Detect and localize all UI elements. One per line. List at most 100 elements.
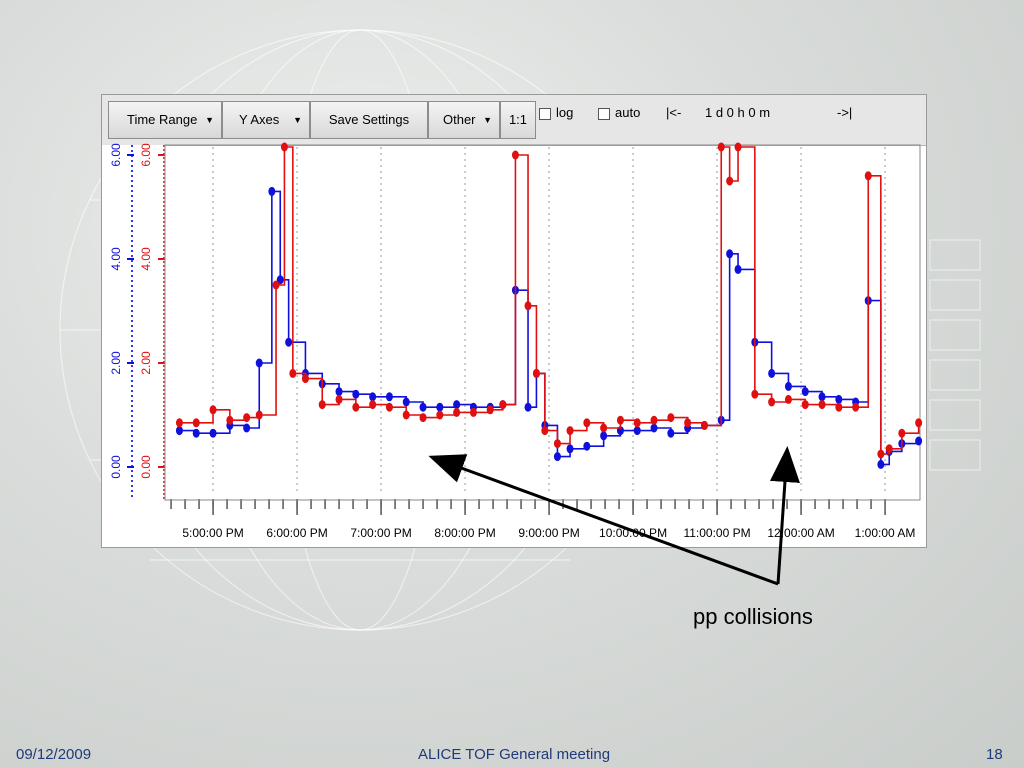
data-point-red [700,420,708,430]
time-span-label: 1 d 0 h 0 m [705,105,771,120]
nav-forward-button[interactable]: ->| [837,105,853,120]
save-settings-button[interactable]: Save Settings [310,101,428,139]
data-point-red [469,407,477,417]
data-point-red [175,418,183,428]
plot-border [164,144,921,501]
data-point-red [532,368,540,378]
data-point-red [524,301,532,311]
data-point-red [499,400,507,410]
data-point-red [915,418,923,428]
auto-checkbox[interactable] [598,108,610,120]
data-point-blue [268,186,276,196]
data-point-blue [726,249,734,259]
x-tick-label: 9:00:00 PM [518,526,579,540]
data-point-red [352,402,360,412]
footer-date: 09/12/2009 [16,746,92,763]
data-point-blue [784,381,792,391]
other-label: Other [443,112,476,127]
chart-area: 0.00 0.00 2.00 2.00 4.00 4.00 6.00 6.00 5:00:00… [102,142,923,540]
data-point-blue [801,387,809,397]
data-point-red [280,142,288,152]
data-point-blue [419,402,427,412]
data-point-blue [453,400,461,410]
y-tick-label-blue: 4.00 [109,247,123,271]
other-dropdown[interactable]: Other ▼ [428,101,500,139]
data-point-blue [175,426,183,436]
ratio-button[interactable]: 1:1 [500,101,536,139]
y-tick-label-blue: 6.00 [109,143,123,167]
data-point-red [301,374,309,384]
data-point-blue [209,428,217,438]
x-tick-label: 7:00:00 PM [350,526,411,540]
y-axes-dropdown[interactable]: Y Axes ▼ [222,101,310,139]
data-point-blue [734,264,742,274]
data-point-red [209,405,217,415]
data-point-blue [877,459,885,469]
y-tick-label-red: 4.00 [139,247,153,271]
data-point-red [864,171,872,181]
data-point-blue [192,428,200,438]
log-label: log [556,105,574,120]
x-tick-label: 12:00:00 AM [767,526,834,540]
data-point-blue [524,402,532,412]
data-point-red [784,394,792,404]
data-point-red [226,415,234,425]
data-point-blue [402,397,410,407]
data-point-red [289,368,297,378]
x-tick-label: 1:00:00 AM [855,526,916,540]
data-point-red [633,418,641,428]
data-point-red [436,410,444,420]
time-range-label: Time Range [127,112,198,127]
data-point-blue [255,358,263,368]
arrow-to-collisions-1 [428,454,779,586]
data-point-red [255,410,263,420]
y-axes-label: Y Axes [239,112,280,127]
x-tick-label: 11:00:00 PM [683,526,750,540]
y-tick-label-red: 6.00 [139,143,153,167]
time-range-dropdown[interactable]: Time Range ▼ [108,101,222,139]
data-point-red [553,439,561,449]
data-point-red [852,402,860,412]
data-point-red [453,407,461,417]
auto-label: auto [615,105,641,120]
data-point-blue [243,423,251,433]
data-point-red [898,428,906,438]
data-point-blue [335,387,343,397]
data-point-blue [650,423,658,433]
data-point-blue [915,436,923,446]
chart-toolbar: Time Range ▼ Y Axes ▼ Save Settings Othe… [102,95,926,146]
x-tick-label: 5:00:00 PM [182,526,243,540]
data-point-blue [369,392,377,402]
data-point-blue [352,389,360,399]
x-tick-label: 8:00:00 PM [434,526,495,540]
nav-back-button[interactable]: |<- [666,105,682,120]
data-point-red [486,405,494,415]
data-point-red [566,426,574,436]
data-point-red [717,142,725,152]
data-point-red [726,176,734,186]
data-point-blue [385,392,393,402]
arrow-to-collisions-2 [769,446,800,585]
y-tick-label-red: 2.00 [139,351,153,375]
log-checkbox[interactable] [539,108,551,120]
chevron-down-icon: ▼ [483,115,492,125]
data-point-red [751,389,759,399]
data-point-blue [600,431,608,441]
y-tick-label-blue: 0.00 [109,455,123,479]
data-point-red [272,280,280,290]
data-point-blue [835,394,843,404]
data-point-blue [436,402,444,412]
data-point-red [650,415,658,425]
chevron-down-icon: ▼ [205,115,214,125]
y-tick-label-red: 0.00 [139,455,153,479]
data-point-red [541,426,549,436]
data-point-red [818,400,826,410]
footer-page-number: 18 [986,746,1003,763]
data-point-red [734,142,742,152]
footer-title: ALICE TOF General meeting [418,746,611,763]
data-point-red [835,402,843,412]
data-point-red [600,423,608,433]
data-point-red [583,418,591,428]
data-point-red [616,415,624,425]
